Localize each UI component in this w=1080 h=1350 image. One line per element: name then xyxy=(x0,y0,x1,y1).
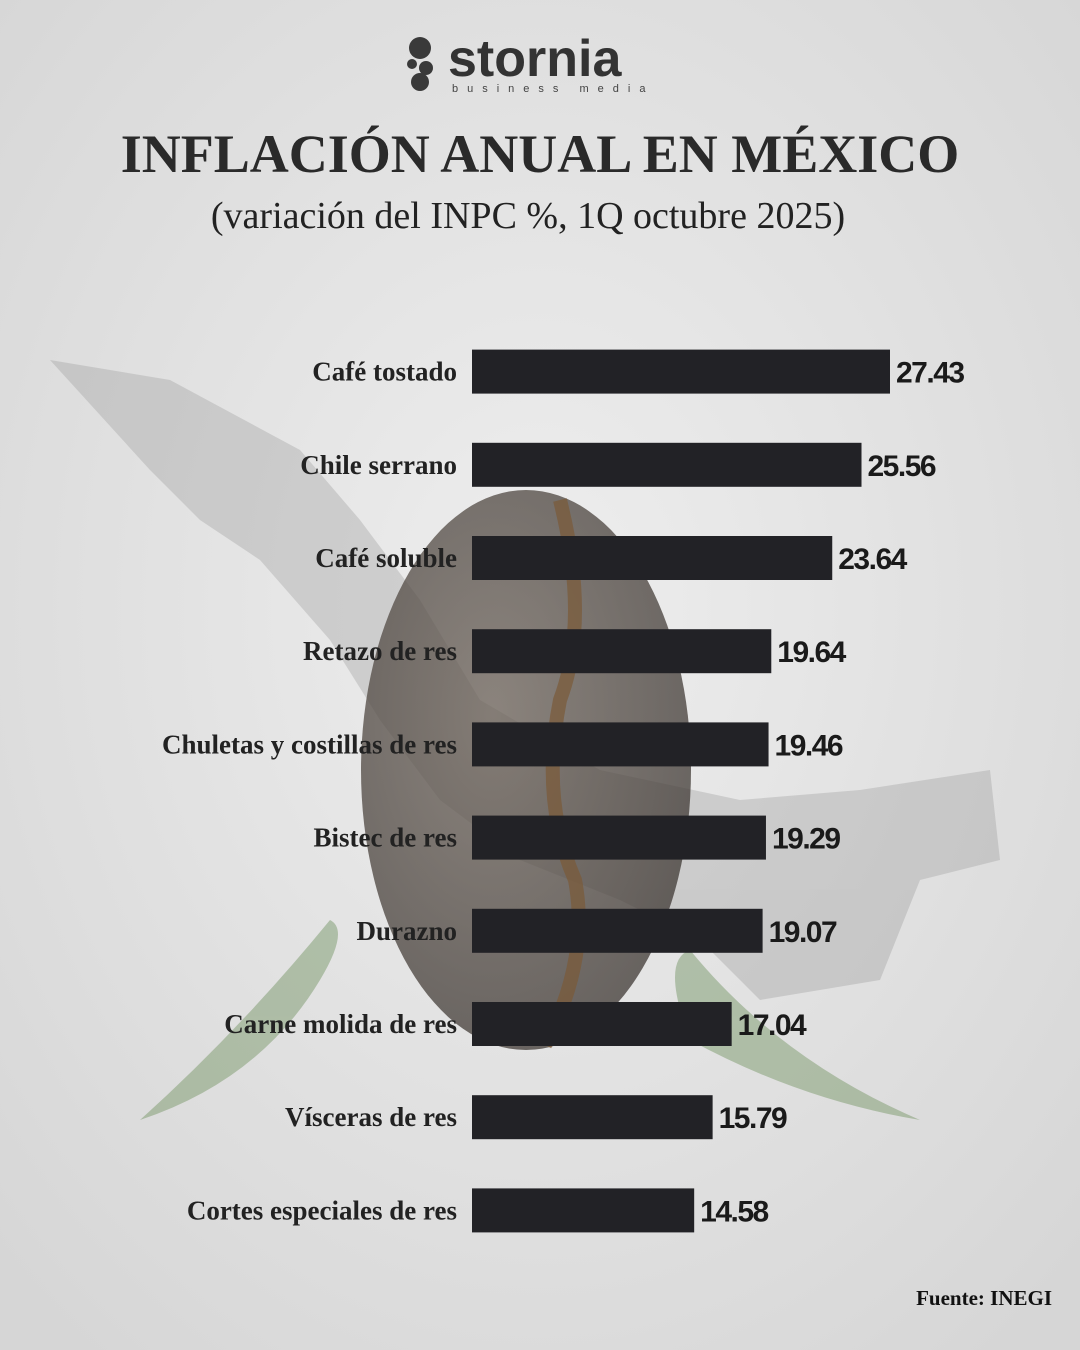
category-label: Cortes especiales de res xyxy=(187,1195,457,1225)
bar xyxy=(472,722,769,767)
value-label: 19.64 xyxy=(777,636,846,669)
category-label: Retazo de res xyxy=(303,636,457,666)
bar xyxy=(472,1095,713,1140)
logo-icon xyxy=(407,37,433,91)
value-label: 27.43 xyxy=(896,357,964,390)
category-label: Chuletas y costillas de res xyxy=(162,729,457,759)
bar xyxy=(472,442,862,487)
category-label: Vísceras de res xyxy=(285,1102,457,1132)
bar xyxy=(472,1002,732,1046)
value-label: 19.46 xyxy=(775,729,843,762)
value-label: 19.29 xyxy=(772,823,840,856)
bar xyxy=(472,629,772,674)
category-label: Bistec de res xyxy=(314,823,457,853)
value-label: 23.64 xyxy=(838,543,907,576)
brand-tagline: business media xyxy=(452,83,654,95)
category-label: Café tostado xyxy=(312,357,457,387)
bar xyxy=(472,536,833,580)
brand-name: stornia xyxy=(448,30,622,88)
value-label: 19.07 xyxy=(769,916,837,949)
value-label: 14.58 xyxy=(700,1195,768,1228)
value-label: 17.04 xyxy=(738,1009,807,1042)
bar xyxy=(472,908,763,953)
category-label: Carne molida de res xyxy=(224,1009,457,1039)
chart-subtitle: (variación del INPC %, 1Q octubre 2025) xyxy=(211,195,845,237)
chile-left xyxy=(140,920,338,1120)
value-label: 25.56 xyxy=(868,450,936,483)
bar xyxy=(472,349,890,394)
category-label: Durazno xyxy=(357,916,458,946)
bar xyxy=(472,815,766,860)
category-label: Café soluble xyxy=(315,543,457,573)
bar xyxy=(472,1188,695,1233)
bean-crease xyxy=(538,498,586,1049)
chart-title: INFLACIÓN ANUAL EN MÉXICO xyxy=(121,124,960,184)
source: Fuente: INEGI xyxy=(916,1286,1052,1310)
category-label: Chile serrano xyxy=(300,450,457,480)
value-label: 15.79 xyxy=(719,1102,787,1135)
